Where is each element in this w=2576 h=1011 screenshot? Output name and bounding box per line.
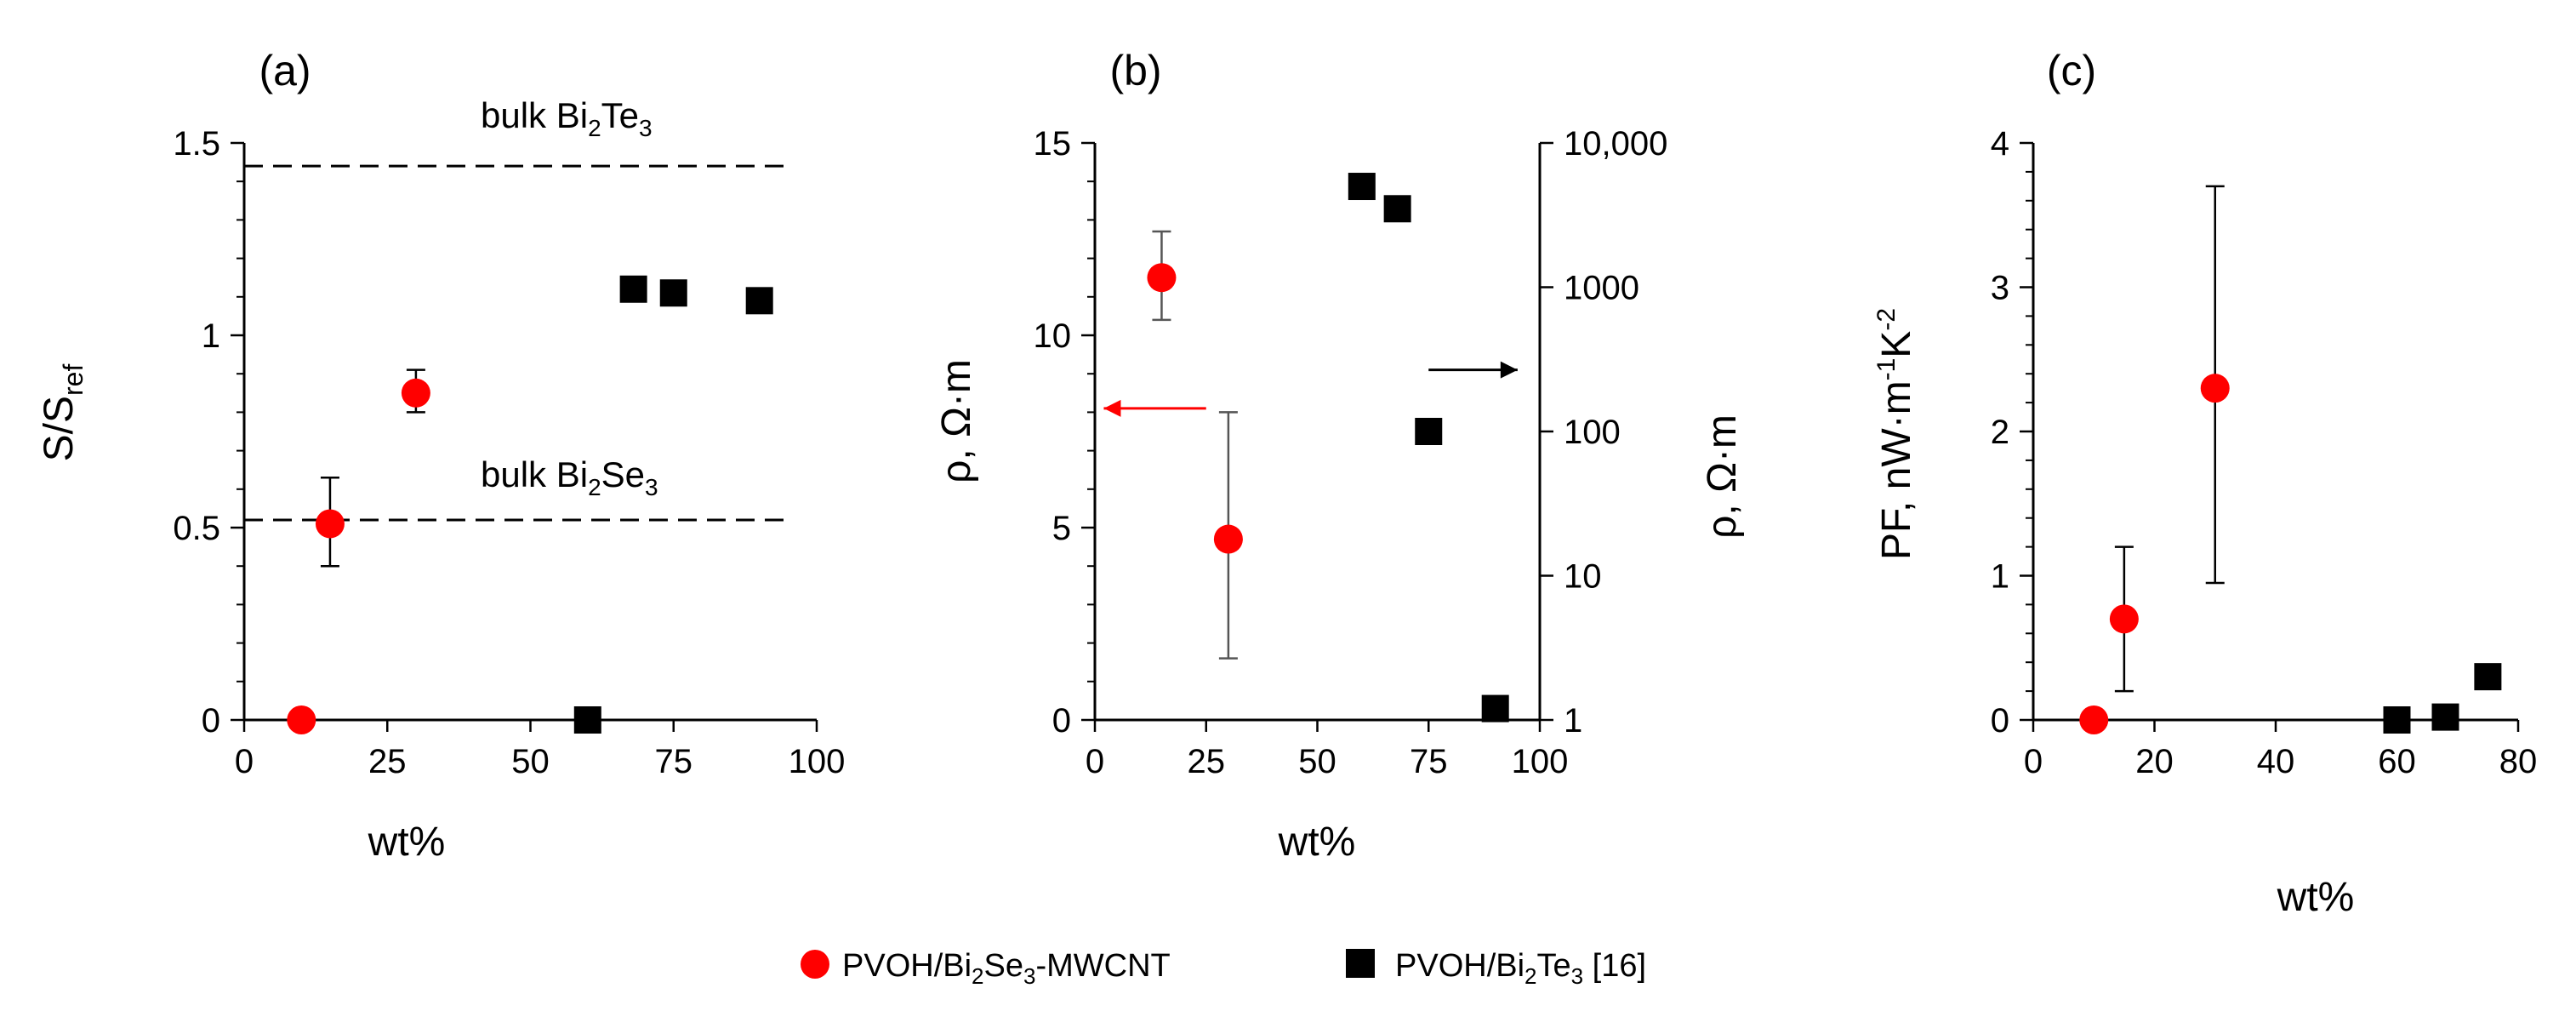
panel-b-te-point-2	[1415, 418, 1443, 445]
panel-b-ylabel-right: ρ, Ω·m	[1700, 414, 1745, 539]
panel-a-te-point-2	[659, 279, 687, 307]
panel-c-ylabel: PF, nW·m-1K-2	[1872, 308, 1919, 560]
panel-a-ytick-label: 1.5	[173, 125, 220, 163]
panel-c-se-point-1	[2109, 604, 2139, 634]
panel-b-arrowhead-left	[1103, 399, 1121, 417]
panel-c-ytick-label: 4	[1991, 125, 2009, 163]
panel-c-ytick-label: 0	[1991, 702, 2009, 740]
panel-b-ytick-right-label: 1000	[1564, 270, 1639, 307]
panel-a-te-point-0	[573, 706, 601, 734]
panel-a-ytick-label: 0.5	[173, 510, 220, 547]
panel-a-xtick-label: 100	[789, 743, 846, 780]
panel-b-se-point-0	[1147, 263, 1177, 293]
ref-line-label-bi2se3: bulk Bi2Se3	[481, 454, 658, 500]
panel-b-label: (b)	[1109, 47, 1161, 94]
panel-a-xtick-label: 25	[368, 743, 407, 780]
panel-c-xtick-label: 40	[2257, 743, 2295, 780]
panel-c-xtick-label: 20	[2135, 743, 2174, 780]
panel-c-xtick-label: 60	[2378, 743, 2416, 780]
ref-line-label-bi2te3: bulk Bi2Te3	[481, 95, 653, 141]
panel-c-ytick-label: 1	[1991, 558, 2009, 596]
panel-b-te-point-0	[1348, 173, 1376, 201]
legend-label-bi2se3-mwcnt: PVOH/Bi2Se3-MWCNT	[842, 948, 1171, 989]
panel-b-xlabel: wt%	[1278, 820, 1356, 865]
panel-c-te-point-1	[2431, 703, 2459, 731]
panel-b-xtick-label: 0	[1086, 743, 1104, 780]
panel-a-ylabel: S/Sref	[37, 364, 88, 462]
panel-c-label: (c)	[2047, 47, 2096, 94]
panel-c-se-point-0	[2079, 705, 2109, 734]
panel-c-ytick-label: 3	[1991, 270, 2009, 307]
panel-a: (a) wt% S/Sref bulk Bi2Te3 bulk Bi2Se3 0…	[37, 47, 845, 865]
legend: PVOH/Bi2Se3-MWCNT PVOH/Bi2Te3 [16]	[801, 948, 1646, 989]
panel-c-xtick-label: 0	[2024, 743, 2043, 780]
panel-b-ytick-label: 5	[1052, 510, 1071, 547]
panel-a-xtick-label: 50	[511, 743, 550, 780]
legend-label-bi2te3: PVOH/Bi2Te3 [16]	[1395, 948, 1646, 989]
panel-a-xtick-label: 0	[235, 743, 254, 780]
panel-b-se-point-1	[1213, 524, 1243, 554]
panel-c-te-point-0	[2383, 706, 2411, 734]
panel-a-se-point-0	[287, 705, 316, 734]
panel-b-arrowhead-right	[1500, 361, 1518, 379]
panel-a-se-point-1	[315, 509, 345, 539]
panel-b-ytick-label: 0	[1052, 702, 1071, 740]
panel-c-ytick-label: 2	[1991, 414, 2009, 451]
panel-b-xtick-label: 75	[1410, 743, 1448, 780]
panel-a-te-point-3	[745, 287, 773, 315]
panel-b-ytick-right-label: 10,000	[1564, 125, 1667, 163]
panel-a-xtick-label: 75	[655, 743, 693, 780]
legend-marker-circle	[801, 950, 829, 979]
panel-a-label: (a)	[259, 47, 311, 94]
panel-b-xtick-label: 100	[1512, 743, 1569, 780]
panel-a-ytick-label: 1	[202, 317, 220, 355]
panel-b-te-point-1	[1383, 195, 1411, 223]
panel-b-xtick-label: 25	[1188, 743, 1226, 780]
panel-a-te-point-1	[619, 275, 647, 303]
panel-a-xlabel: wt%	[368, 820, 446, 865]
panel-b-ytick-label: 15	[1034, 125, 1072, 163]
legend-marker-square	[1346, 949, 1375, 978]
panel-b-xtick-label: 50	[1298, 743, 1336, 780]
panel-a-ytick-label: 0	[202, 702, 220, 740]
panel-b-te-point-3	[1481, 694, 1509, 723]
panel-b-ytick-right-label: 1	[1564, 702, 1582, 740]
panel-b-ylabel-left: ρ, Ω·m	[934, 359, 979, 483]
panel-a-se-point-2	[401, 378, 430, 408]
panel-c-te-point-2	[2474, 663, 2502, 691]
panel-b-ytick-right-label: 10	[1564, 558, 1602, 596]
panel-b-ytick-label: 10	[1034, 317, 1072, 355]
panel-b-ytick-right-label: 100	[1564, 414, 1621, 451]
panel-c-xlabel: wt%	[2277, 875, 2355, 920]
panel-c-xtick-label: 80	[2499, 743, 2538, 780]
panel-c-se-point-2	[2200, 374, 2230, 403]
